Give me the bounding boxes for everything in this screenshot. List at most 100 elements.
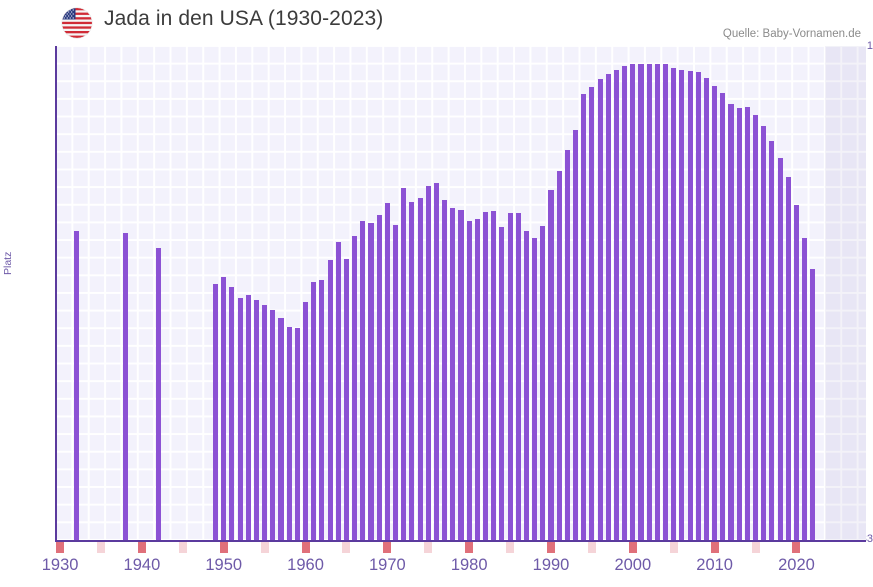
page-title: Jada in den USA (1930-2023): [104, 7, 384, 30]
bar: [360, 220, 366, 540]
bar: [507, 213, 513, 540]
bar: [597, 78, 603, 540]
bar: [155, 247, 161, 540]
y-axis-title: Platz: [2, 251, 14, 275]
bar: [532, 237, 538, 540]
x-axis-label: 1990: [532, 556, 570, 574]
x-axis-label: 1940: [123, 556, 161, 574]
bar: [343, 259, 349, 540]
x-axis-label: 1950: [205, 556, 243, 574]
bar: [744, 107, 750, 540]
bar: [654, 63, 660, 540]
bar: [605, 74, 611, 540]
x-axis-tick: [219, 542, 228, 553]
bar: [262, 304, 268, 540]
chart-header: Jada in den USA (1930-2023) Quelle: Baby…: [0, 0, 873, 44]
y-axis-line: [55, 46, 57, 540]
bar: [237, 297, 243, 540]
bar: [245, 295, 251, 540]
bar: [646, 63, 652, 540]
x-axis-label: 1930: [41, 556, 79, 574]
bar: [540, 225, 546, 540]
bar: [450, 207, 456, 540]
x-axis-tick: [178, 542, 187, 553]
x-axis-ticks: [56, 542, 866, 554]
y-axis-top-label: 1: [866, 40, 873, 52]
bar: [548, 190, 554, 540]
bar: [278, 317, 284, 540]
bar: [630, 64, 636, 540]
bar: [564, 150, 570, 540]
bar: [352, 235, 358, 540]
bar-series: [56, 46, 866, 540]
bar: [793, 205, 799, 540]
x-axis-tick: [342, 542, 351, 553]
bar: [458, 209, 464, 540]
bar: [499, 226, 505, 540]
bar: [581, 93, 587, 540]
bar: [327, 260, 333, 540]
bar: [221, 276, 227, 540]
bar: [401, 188, 407, 540]
x-axis-tick: [260, 542, 269, 553]
bar: [736, 108, 742, 540]
bar: [73, 230, 79, 540]
bar: [335, 241, 341, 540]
no-data-shaded-region: [825, 46, 866, 540]
bar: [303, 302, 309, 540]
bar: [638, 63, 644, 540]
x-axis-label: 2020: [778, 556, 815, 574]
bar: [573, 129, 579, 540]
x-axis-tick: [383, 542, 392, 553]
bar: [319, 279, 325, 540]
plot-area: [56, 46, 866, 540]
x-axis-tick: [424, 542, 433, 553]
x-axis-tick: [465, 542, 474, 553]
bar: [474, 219, 480, 540]
x-axis-tick: [97, 542, 105, 553]
bar: [712, 86, 718, 540]
x-axis-tick: [506, 542, 515, 553]
x-axis-labels: 1930 1940 1950 1960 1970 1980 1990 2000 2010 2020: [42, 556, 866, 582]
x-axis-tick: [301, 542, 310, 553]
bar: [433, 183, 439, 540]
bar: [213, 283, 219, 540]
bar: [777, 158, 783, 540]
x-axis-label: 1980: [450, 556, 488, 574]
bar: [703, 78, 709, 540]
x-axis-tick: [56, 542, 65, 553]
bar: [687, 71, 693, 540]
x-axis-tick: [547, 542, 555, 553]
bar: [720, 93, 726, 540]
x-axis-label: 1960: [287, 556, 324, 574]
bar: [368, 222, 374, 540]
bar: [613, 70, 619, 540]
bar: [311, 281, 317, 540]
bar: [123, 233, 129, 540]
bar: [515, 212, 521, 540]
source-attribution: Quelle: Baby-Vornamen.de: [722, 28, 861, 40]
x-axis-line: [55, 540, 866, 542]
bar: [376, 214, 382, 540]
bar: [622, 66, 628, 540]
bar: [466, 220, 472, 540]
bar: [229, 287, 235, 540]
bar: [425, 186, 431, 540]
bar: [253, 299, 259, 540]
bar: [523, 231, 529, 540]
bar: [556, 170, 562, 540]
us-flag-icon: [62, 8, 92, 38]
bar: [695, 72, 701, 540]
bar: [286, 326, 292, 540]
bar: [769, 140, 775, 540]
bar: [679, 70, 685, 540]
x-axis-tick: [710, 542, 719, 553]
x-axis-tick: [669, 542, 678, 553]
bar: [589, 86, 595, 540]
bar: [761, 125, 767, 540]
x-axis-tick: [751, 542, 760, 553]
bar: [753, 115, 759, 540]
x-axis-tick: [628, 542, 637, 553]
bar: [442, 199, 448, 540]
